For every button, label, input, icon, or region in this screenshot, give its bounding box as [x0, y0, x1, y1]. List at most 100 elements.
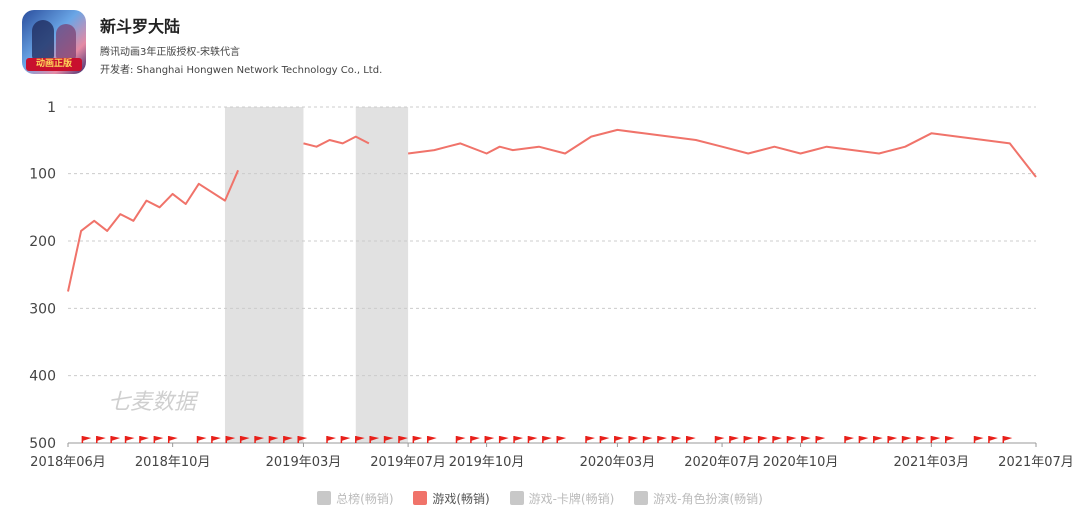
update-flag	[211, 436, 221, 441]
update-flag	[672, 436, 682, 441]
update-flag	[557, 436, 567, 441]
legend-item-games[interactable]: 游戏(畅销)	[413, 490, 490, 507]
app-title: 新斗罗大陆	[100, 17, 181, 36]
app-developer: 开发者: Shanghai Hongwen Network Technology…	[100, 65, 383, 76]
update-flag	[686, 436, 696, 441]
update-flag	[715, 436, 725, 441]
update-flag	[384, 436, 394, 441]
series-line	[303, 135, 370, 148]
watermark: 七麦数据	[108, 390, 199, 415]
update-flag	[643, 436, 653, 441]
update-flag	[816, 436, 826, 441]
x-tick-label: 2019年03月	[266, 455, 342, 470]
update-flag	[197, 436, 207, 441]
update-flag	[916, 436, 926, 441]
legend-label: 游戏-角色扮演(畅销)	[653, 492, 763, 506]
x-tick-label: 2020年03月	[580, 455, 656, 470]
legend-swatch	[413, 491, 428, 505]
legend-item-overall[interactable]: 总榜(畅销)	[317, 490, 394, 507]
update-flag	[729, 436, 739, 441]
update-flag	[873, 436, 883, 441]
update-flag	[485, 436, 495, 441]
app-subtitle: 腾讯动画3年正版授权-宋轶代言	[100, 47, 240, 58]
update-flag	[456, 436, 466, 441]
legend-item-rpg-games[interactable]: 游戏-角色扮演(畅销)	[634, 490, 763, 507]
update-flag	[341, 436, 351, 441]
legend-swatch	[317, 491, 332, 505]
update-flag	[139, 436, 149, 441]
legend-item-card-games[interactable]: 游戏-卡牌(畅销)	[509, 490, 615, 507]
update-flag	[988, 436, 998, 441]
y-tick-label: 100	[29, 167, 56, 183]
x-tick-label: 2020年07月	[684, 455, 760, 470]
update-flag	[499, 436, 509, 441]
update-flag	[82, 436, 92, 441]
update-flag	[758, 436, 768, 441]
series-line	[407, 128, 1037, 178]
update-flag	[657, 436, 667, 441]
update-flag	[744, 436, 754, 441]
update-flag	[413, 436, 423, 441]
update-flag	[269, 436, 279, 441]
update-flag	[888, 436, 898, 441]
y-tick-label: 300	[29, 301, 56, 317]
y-tick-label: 400	[29, 369, 56, 385]
chart-legend: 总榜(畅销) 游戏(畅销) 游戏-卡牌(畅销) 游戏-角色扮演(畅销)	[0, 490, 1080, 507]
update-flag	[427, 436, 437, 441]
update-flag	[787, 436, 797, 441]
update-flag	[773, 436, 783, 441]
app-icon-badge: 动画正版	[26, 58, 82, 71]
x-tick-label: 2018年10月	[135, 455, 211, 470]
update-flag	[370, 436, 380, 441]
update-flag	[945, 436, 955, 441]
update-flag	[240, 436, 250, 441]
legend-label: 游戏(畅销)	[432, 492, 490, 506]
update-flag	[470, 436, 480, 441]
data-gap-band	[224, 107, 304, 443]
x-tick-label: 2020年10月	[763, 455, 839, 470]
legend-label: 游戏-卡牌(畅销)	[528, 492, 615, 506]
update-flag	[931, 436, 941, 441]
x-tick-label: 2018年06月	[30, 455, 106, 470]
update-flag	[859, 436, 869, 441]
x-tick-label: 2019年07月	[370, 455, 446, 470]
update-flag	[355, 436, 365, 441]
legend-label: 总榜(畅销)	[336, 492, 394, 506]
update-flag	[542, 436, 552, 441]
update-flag	[298, 436, 308, 441]
update-flag	[902, 436, 912, 441]
update-flag	[125, 436, 135, 441]
legend-swatch	[634, 491, 649, 505]
update-flag	[614, 436, 624, 441]
update-flag	[600, 436, 610, 441]
y-tick-label: 200	[29, 234, 56, 250]
app-icon-figure	[32, 20, 54, 60]
update-flag	[586, 436, 596, 441]
legend-swatch	[509, 491, 524, 505]
update-flag	[845, 436, 855, 441]
update-flag	[327, 436, 337, 441]
update-flag	[168, 436, 178, 441]
update-flag	[111, 436, 121, 441]
update-flag	[226, 436, 236, 441]
update-flag	[96, 436, 106, 441]
update-flag	[514, 436, 524, 441]
y-tick-label: 1	[47, 100, 56, 116]
update-flag	[398, 436, 408, 441]
x-tick-label: 2021年07月	[998, 455, 1074, 470]
x-tick-label: 2021年03月	[894, 455, 970, 470]
update-flag	[629, 436, 639, 441]
app-icon-figure	[56, 24, 76, 60]
update-flag	[154, 436, 164, 441]
update-flag	[255, 436, 265, 441]
x-tick-label: 2019年10月	[449, 455, 525, 470]
update-flag	[283, 436, 293, 441]
data-gap-band	[355, 107, 409, 443]
series-line	[67, 169, 240, 292]
app-icon: 动画正版	[22, 10, 86, 74]
y-tick-label: 500	[29, 436, 56, 452]
update-flag	[974, 436, 984, 441]
update-flag	[528, 436, 538, 441]
update-flag	[801, 436, 811, 441]
